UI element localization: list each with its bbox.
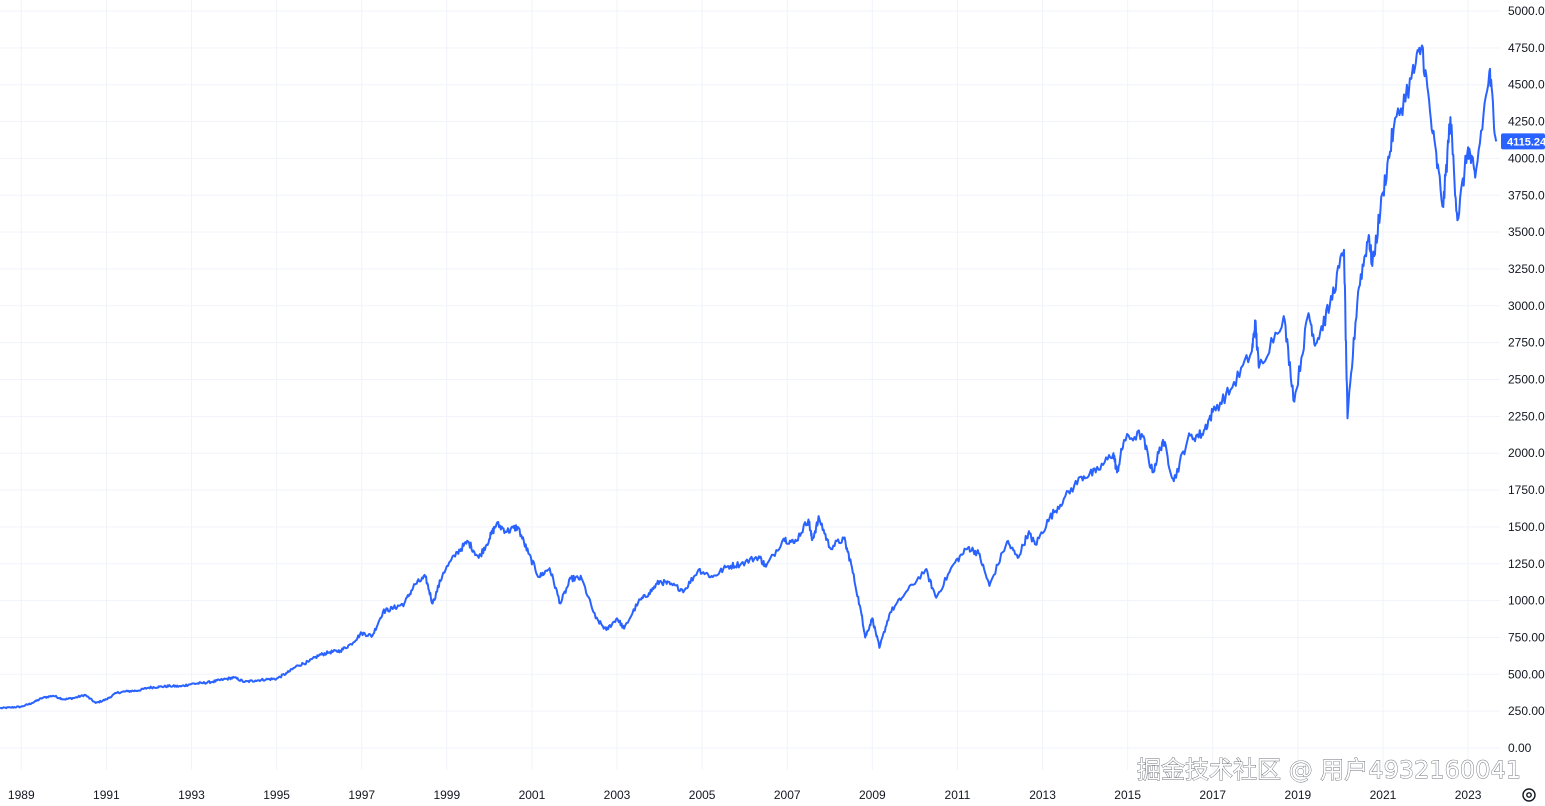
x-tick-label: 2023 [1455, 788, 1482, 802]
x-tick-label: 2007 [774, 788, 801, 802]
y-tick-label: 3000.00 [1508, 299, 1545, 313]
y-tick-label: 500.00 [1508, 667, 1545, 681]
x-tick-label: 1989 [8, 788, 35, 802]
x-axis: 1989 1991 1993 1995 1997 1999 2001 2003 2005 2007… [8, 788, 1482, 802]
x-tick-label: 1991 [93, 788, 120, 802]
y-tick-label: 250.00 [1508, 704, 1545, 718]
y-tick-label: 2250.00 [1508, 409, 1545, 423]
x-tick-label: 2019 [1285, 788, 1312, 802]
gear-icon-outer [1522, 788, 1536, 802]
last-price-label: 4115.24 [1507, 136, 1545, 148]
gear-icon-inner [1526, 792, 1532, 798]
last-price-background [1501, 133, 1545, 150]
x-tick-label: 2001 [519, 788, 546, 802]
y-axis: 0.00 250.00 500.00 750.00 1000.00 1250.00 1500… [1508, 4, 1545, 755]
y-tick-label: 3500.00 [1508, 225, 1545, 239]
y-tick-label: 2500.00 [1508, 373, 1545, 387]
x-tick-label: 2005 [689, 788, 716, 802]
y-tick-label: 2000.00 [1508, 446, 1545, 460]
last-price-tag: 4115.24 [1501, 133, 1545, 150]
watermark: 掘金技术社区 @ 用户4932160041 [1137, 756, 1521, 784]
horizontal-gridlines [0, 10, 1500, 749]
x-tick-label: 1995 [263, 788, 290, 802]
x-tick-label: 1993 [178, 788, 205, 802]
x-tick-label: 1997 [348, 788, 375, 802]
y-tick-label: 1000.00 [1508, 594, 1545, 608]
y-tick-label: 4750.00 [1508, 41, 1545, 55]
y-tick-label: 1250.00 [1508, 557, 1545, 571]
y-tick-label: 5000.00 [1508, 4, 1545, 18]
y-tick-label: 4250.00 [1508, 115, 1545, 129]
x-tick-label: 2003 [604, 788, 631, 802]
x-tick-label: 1999 [433, 788, 460, 802]
series-layer [0, 44, 1498, 710]
y-tick-label: 2750.00 [1508, 336, 1545, 350]
x-tick-label: 2017 [1199, 788, 1226, 802]
x-tick-label: 2015 [1114, 788, 1141, 802]
x-tick-label: 2021 [1370, 788, 1397, 802]
y-tick-label: 1750.00 [1508, 483, 1545, 497]
y-tick-label: 750.00 [1508, 630, 1545, 644]
gear-icon[interactable] [1522, 788, 1536, 802]
x-tick-label: 2009 [859, 788, 886, 802]
vertical-gridlines [20, 0, 1469, 770]
y-tick-label: 3750.00 [1508, 188, 1545, 202]
x-tick-label: 2011 [945, 788, 971, 802]
y-tick-label: 1500.00 [1508, 520, 1545, 534]
x-tick-label: 2013 [1029, 788, 1056, 802]
y-tick-label: 4500.00 [1508, 78, 1545, 92]
y-tick-label: 4000.00 [1508, 151, 1545, 165]
y-tick-label: 3250.00 [1508, 262, 1545, 276]
y-tick-label: 0.00 [1508, 741, 1532, 755]
series-line-0 [0, 44, 1498, 710]
